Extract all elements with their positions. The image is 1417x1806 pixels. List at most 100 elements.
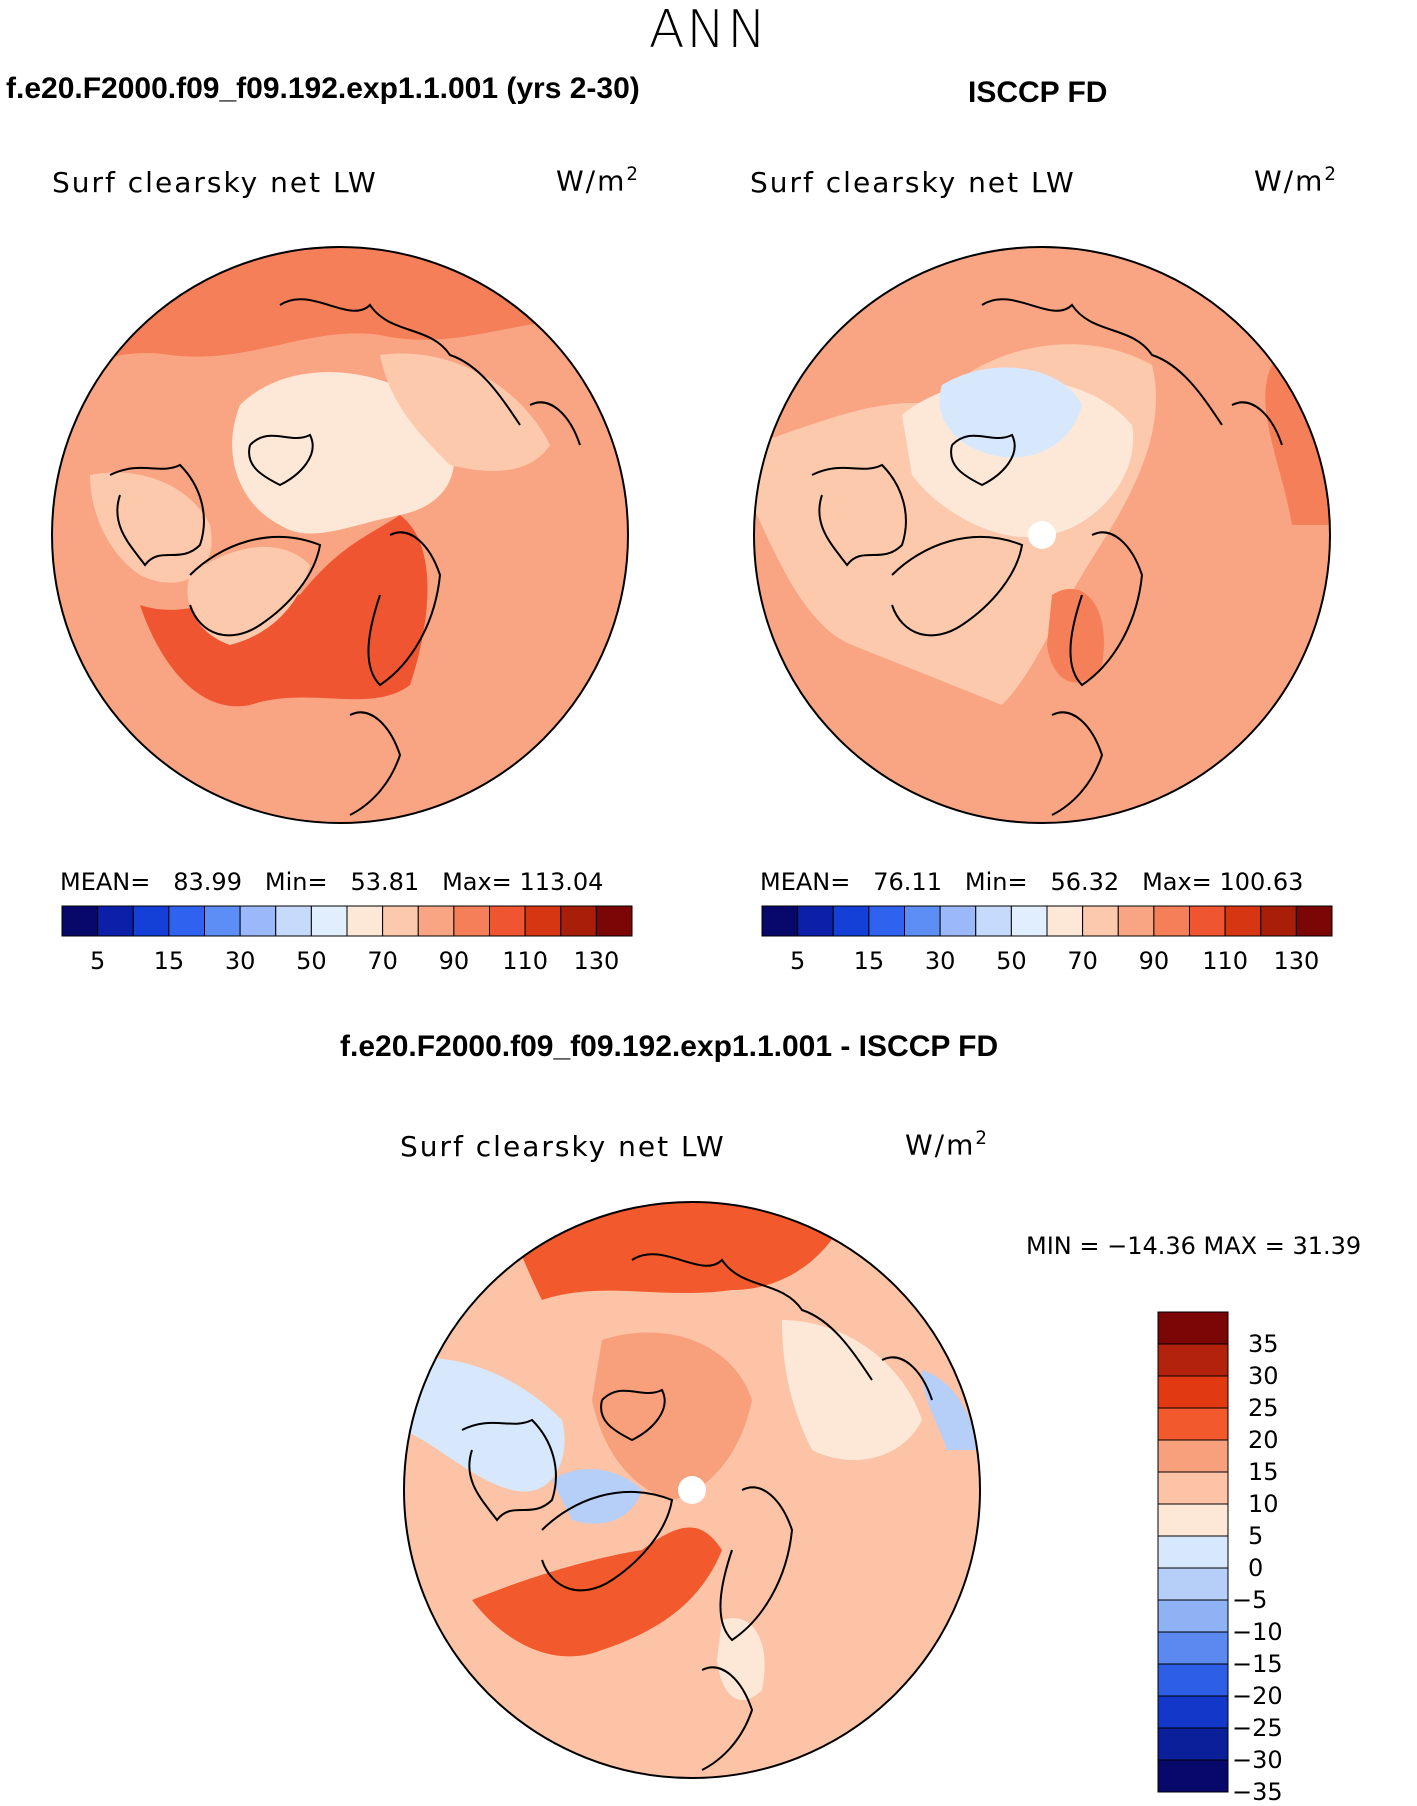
diff-colorbar-ticks: 35 30 25 20 15 10 5 0 −5 −10 −15 −20 −25 −30 −35	[1232, 1312, 1336, 1806]
colorbar-tick-label: 25	[1248, 1394, 1279, 1422]
colorbar-swatch	[382, 905, 419, 937]
colorbar-swatch	[1082, 905, 1119, 937]
colorbar-tick-label: 70	[1067, 947, 1098, 975]
colorbar-swatch	[797, 905, 834, 937]
colorbar-swatch	[489, 905, 526, 937]
obs-case-title: ISCCP FD	[968, 76, 1108, 109]
colorbar-swatch	[204, 905, 241, 937]
colorbar-tick-label: −15	[1232, 1650, 1283, 1678]
colorbar-tick-label: 30	[1248, 1362, 1279, 1390]
coastlines	[109, 298, 581, 816]
diff-field-label: Surf clearsky net LW	[400, 1130, 726, 1163]
colorbar-swatch	[975, 905, 1012, 937]
colorbar-swatch	[1189, 905, 1226, 937]
colorbar-swatch	[1157, 1471, 1229, 1505]
map-fill-siberia-light	[782, 1320, 922, 1460]
coastlines	[811, 298, 1283, 816]
colorbar-tick-label: −25	[1232, 1714, 1283, 1742]
colorbar-swatch	[1157, 1695, 1229, 1729]
obs-polar-map	[753, 246, 1331, 824]
colorbar-tick-label: 10	[1248, 1490, 1279, 1518]
colorbar-tick-label: 110	[502, 947, 549, 975]
diff-case-title: f.e20.F2000.f09_f09.192.exp1.1.001 - ISC…	[340, 1030, 999, 1063]
colorbar-swatch	[417, 905, 455, 937]
colorbar-swatch	[868, 905, 905, 937]
map-fill-warm-scandinavia	[1047, 588, 1104, 683]
colorbar-swatch	[168, 905, 205, 937]
colorbar-tick-label: −10	[1232, 1618, 1283, 1646]
colorbar-tick-label: 5	[89, 947, 106, 975]
colorbar-tick-label: 0	[1248, 1554, 1264, 1582]
colorbar-swatch	[132, 905, 170, 937]
colorbar-tick-label: 130	[573, 947, 620, 975]
colorbar-swatch	[275, 905, 312, 937]
colorbar-tick-label: −35	[1232, 1778, 1283, 1806]
colorbar-tick-label: 20	[1248, 1426, 1279, 1454]
map-fill-arctic-cool	[232, 372, 455, 534]
colorbar-swatch	[1157, 1311, 1229, 1345]
colorbar-swatch	[239, 905, 277, 937]
colorbar-swatch	[832, 905, 870, 937]
model-colorbar-ticks: 5 15 30 50 70 90 110 130	[62, 947, 632, 977]
colorbar-tick-label: −30	[1232, 1746, 1283, 1774]
map-fill-asia	[380, 353, 550, 471]
colorbar-swatch	[1157, 1631, 1229, 1665]
model-stats: MEAN= 83.99 Min= 53.81 Max= 113.04	[60, 868, 604, 896]
colorbar-swatch	[939, 905, 977, 937]
map-fill-atlantic-warm	[472, 1527, 722, 1657]
diff-colorbar	[1157, 1311, 1229, 1793]
colorbar-swatch	[595, 905, 633, 937]
colorbar-tick-label: 90	[1138, 947, 1170, 975]
colorbar-swatch	[1046, 905, 1084, 937]
diff-polar-map	[403, 1201, 981, 1779]
colorbar-swatch	[1157, 1503, 1229, 1537]
colorbar-tick-label: 30	[924, 947, 956, 975]
colorbar-swatch	[1157, 1727, 1229, 1761]
colorbar-swatch	[310, 905, 348, 937]
colorbar-tick-label: 30	[224, 947, 256, 975]
colorbar-swatch	[1157, 1439, 1229, 1473]
colorbar-tick-label: 110	[1202, 947, 1249, 975]
coastlines	[461, 1253, 933, 1771]
colorbar-swatch	[453, 905, 490, 937]
colorbar-swatch	[1157, 1567, 1229, 1601]
obs-units-label: W/m2	[1254, 164, 1338, 198]
map-fill-warm-east	[1265, 365, 1330, 525]
map-fill-canada-negative	[404, 1358, 565, 1492]
model-field-label: Surf clearsky net LW	[52, 166, 378, 199]
colorbar-swatch	[1117, 905, 1155, 937]
colorbar-tick-label: 5	[1248, 1522, 1264, 1550]
colorbar-swatch	[1157, 1663, 1229, 1697]
colorbar-swatch	[904, 905, 941, 937]
obs-field-label: Surf clearsky net LW	[750, 166, 1076, 199]
obs-colorbar	[761, 905, 1333, 937]
colorbar-tick-label: −5	[1232, 1586, 1268, 1614]
colorbar-tick-label: 35	[1248, 1330, 1279, 1358]
colorbar-tick-label: 15	[153, 947, 185, 975]
diff-minmax: MIN = −14.36 MAX = 31.39	[1026, 1232, 1362, 1260]
colorbar-tick-label: 15	[1248, 1458, 1279, 1486]
map-fill-scand-pale	[717, 1618, 765, 1700]
season-title: ANN	[648, 0, 769, 60]
obs-stats: MEAN= 76.11 Min= 56.32 Max= 100.63	[760, 868, 1304, 896]
map-fill-arctic-warm	[592, 1332, 752, 1500]
colorbar-tick-label: 130	[1273, 947, 1320, 975]
colorbar-swatch	[761, 905, 799, 937]
colorbar-swatch	[524, 905, 562, 937]
colorbar-swatch	[1157, 1343, 1229, 1377]
model-case-title: f.e20.F2000.f09_f09.192.exp1.1.001 (yrs …	[6, 72, 640, 105]
map-fill-east-negative	[922, 1370, 977, 1450]
colorbar-tick-label: 70	[367, 947, 398, 975]
colorbar-swatch	[1010, 905, 1048, 937]
colorbar-swatch	[61, 905, 99, 937]
map-fill-greenland	[187, 546, 310, 645]
colorbar-tick-label: 50	[996, 947, 1027, 975]
colorbar-swatch	[346, 905, 384, 937]
colorbar-swatch	[1157, 1407, 1229, 1441]
colorbar-swatch	[1295, 905, 1333, 937]
colorbar-swatch	[1153, 905, 1190, 937]
diff-units-label: W/m2	[905, 1128, 989, 1162]
colorbar-swatch	[1224, 905, 1262, 937]
map-fill-pacific-warm	[502, 1202, 852, 1300]
colorbar-swatch	[1157, 1599, 1229, 1633]
